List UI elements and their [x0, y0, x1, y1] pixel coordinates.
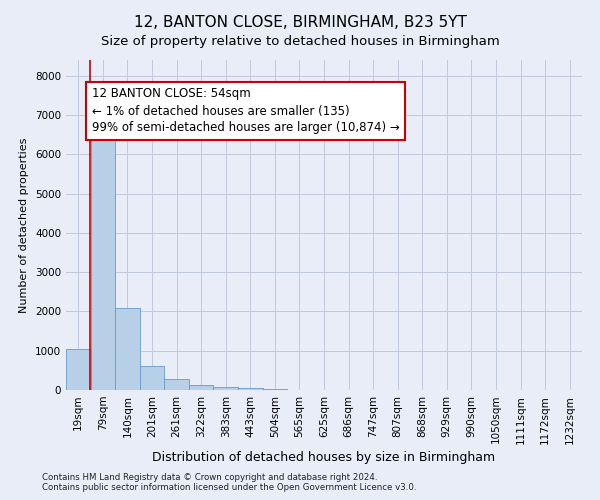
Text: 12, BANTON CLOSE, BIRMINGHAM, B23 5YT: 12, BANTON CLOSE, BIRMINGHAM, B23 5YT [134, 15, 466, 30]
Bar [164, 379, 189, 390]
Bar [66, 349, 91, 390]
X-axis label: Distribution of detached houses by size in Birmingham: Distribution of detached houses by size … [152, 450, 496, 464]
Bar [238, 388, 263, 390]
Text: Contains HM Land Registry data © Crown copyright and database right 2024.
Contai: Contains HM Land Registry data © Crown c… [42, 473, 416, 492]
Bar [140, 366, 164, 390]
Text: Size of property relative to detached houses in Birmingham: Size of property relative to detached ho… [101, 35, 499, 48]
Bar [115, 308, 140, 390]
Text: 12 BANTON CLOSE: 54sqm
← 1% of detached houses are smaller (135)
99% of semi-det: 12 BANTON CLOSE: 54sqm ← 1% of detached … [92, 88, 400, 134]
Bar [91, 132, 115, 390]
Y-axis label: Number of detached properties: Number of detached properties [19, 138, 29, 312]
Bar [189, 385, 214, 390]
Bar [214, 387, 238, 390]
